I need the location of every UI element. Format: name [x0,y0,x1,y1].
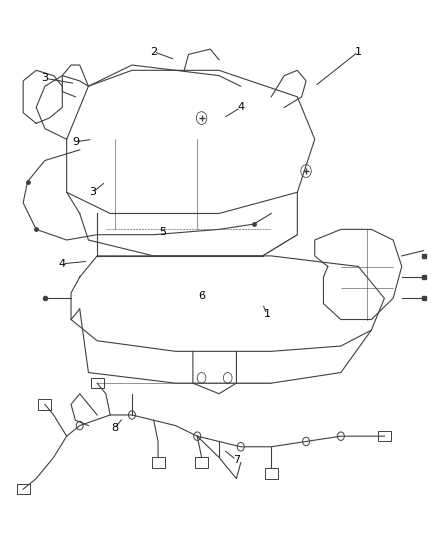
Circle shape [303,437,310,446]
Text: 4: 4 [59,259,66,269]
Circle shape [128,411,135,419]
FancyBboxPatch shape [265,468,278,479]
FancyBboxPatch shape [17,484,30,495]
Text: 9: 9 [72,137,79,147]
Circle shape [194,432,201,440]
Text: 8: 8 [111,423,118,433]
Text: 3: 3 [89,187,96,197]
Text: 5: 5 [159,227,166,237]
Circle shape [337,432,344,440]
FancyBboxPatch shape [39,399,51,410]
Text: 4: 4 [237,102,244,112]
FancyBboxPatch shape [152,457,165,468]
FancyBboxPatch shape [195,457,208,468]
Circle shape [237,442,244,451]
Text: 1: 1 [263,309,270,319]
Text: 6: 6 [198,290,205,301]
Text: 2: 2 [150,47,157,56]
FancyBboxPatch shape [91,378,104,389]
Text: 7: 7 [233,455,240,465]
Text: 3: 3 [42,73,49,83]
FancyBboxPatch shape [378,431,391,441]
Text: 1: 1 [355,47,362,56]
Circle shape [76,421,83,430]
